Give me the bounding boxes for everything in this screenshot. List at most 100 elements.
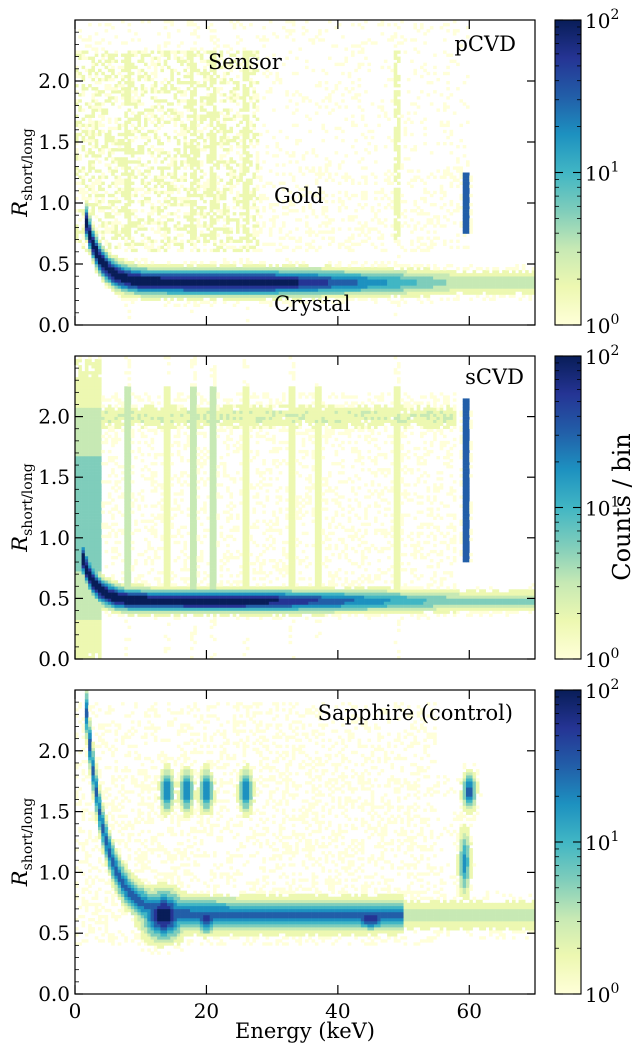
heatmap-bin <box>127 242 132 246</box>
heatmap-bin <box>199 270 204 274</box>
heatmap-bin <box>397 102 401 106</box>
heatmap-bin <box>239 193 243 198</box>
heatmap-bin <box>94 32 99 36</box>
heatmap-bin <box>186 276 191 280</box>
heatmap-bin <box>334 264 339 268</box>
heatmap-bin <box>127 288 132 292</box>
heatmap-bin <box>308 206 312 210</box>
heatmap-bin <box>199 276 204 280</box>
heatmap-bin <box>305 294 309 298</box>
heatmap-bin <box>81 522 86 526</box>
heatmap-bin <box>213 29 217 33</box>
heatmap-bin <box>360 117 365 121</box>
heatmap-bin <box>101 209 105 213</box>
heatmap-bin <box>242 56 247 60</box>
heatmap-bin <box>78 419 82 423</box>
heatmap-bin <box>75 471 79 475</box>
heatmap-bin <box>104 175 109 179</box>
heatmap-bin <box>242 114 247 118</box>
heatmap-bin <box>203 184 207 189</box>
heatmap-bin <box>295 297 299 301</box>
heatmap-bin <box>252 172 257 176</box>
heatmap-bin <box>420 178 424 182</box>
heatmap-bin <box>206 300 211 304</box>
heatmap-bin <box>81 434 86 439</box>
heatmap-bin <box>114 245 119 250</box>
heatmap-bin <box>140 102 145 106</box>
heatmap-bin <box>107 230 112 234</box>
heatmap-bin <box>213 77 217 82</box>
heatmap-bin <box>107 279 112 283</box>
heatmap-bin <box>347 227 352 231</box>
heatmap-bin <box>423 142 427 146</box>
heatmap-bin <box>521 288 526 292</box>
heatmap-bin <box>98 77 102 82</box>
heatmap-bin <box>203 239 207 243</box>
heatmap-bin <box>502 288 506 292</box>
heatmap-bin <box>344 206 349 210</box>
heatmap-bin <box>314 267 319 271</box>
heatmap-bin <box>144 87 148 91</box>
heatmap-bin <box>98 93 102 97</box>
heatmap-bin <box>262 285 266 289</box>
heatmap-bin <box>78 446 82 451</box>
heatmap-bin <box>285 105 289 109</box>
heatmap-bin <box>81 410 86 414</box>
heatmap-bin <box>78 395 82 399</box>
heatmap-bin <box>209 117 214 121</box>
heatmap-bin <box>91 87 96 91</box>
heatmap-bin <box>364 148 368 152</box>
heatmap-bin <box>377 209 381 213</box>
heatmap-bin <box>216 218 220 222</box>
heatmap-bin <box>88 123 92 128</box>
heatmap-bin <box>469 282 473 286</box>
heatmap-bin <box>291 20 296 24</box>
heatmap-bin <box>321 172 326 176</box>
heatmap-bin <box>413 38 418 42</box>
heatmap-bin <box>107 56 112 60</box>
heatmap-bin <box>206 123 211 128</box>
heatmap-bin <box>518 273 523 277</box>
heatmap-bin <box>170 163 174 167</box>
heatmap-bin <box>150 203 155 207</box>
heatmap-bin <box>324 267 329 271</box>
heatmap-bin <box>482 288 487 292</box>
heatmap-bin <box>160 190 165 195</box>
heatmap-bin <box>81 604 86 608</box>
heatmap-bin <box>275 163 280 167</box>
heatmap-bin <box>380 65 385 70</box>
heatmap-bin <box>344 270 349 274</box>
heatmap-bin <box>360 166 365 170</box>
heatmap-bin <box>252 175 257 179</box>
heatmap-bin <box>449 93 454 97</box>
heatmap-bin <box>390 190 395 195</box>
heatmap-bin <box>114 184 119 189</box>
heatmap-bin <box>190 172 194 176</box>
heatmap-bin <box>104 242 109 246</box>
heatmap-bin <box>75 362 79 366</box>
heatmap-bin <box>328 175 332 179</box>
heatmap-bin <box>78 392 82 396</box>
heatmap-bin <box>420 291 424 295</box>
heatmap-bin <box>426 190 431 195</box>
heatmap-bin <box>173 294 178 298</box>
heatmap-bin <box>193 236 197 240</box>
heatmap-bin <box>167 300 171 304</box>
heatmap-bin <box>331 199 335 204</box>
heatmap-bin <box>502 270 506 274</box>
heatmap-bin <box>75 419 79 423</box>
heatmap-bin <box>357 99 362 103</box>
heatmap-bin <box>249 77 253 82</box>
heatmap-bin <box>121 294 125 298</box>
heatmap-bin <box>173 87 178 91</box>
heatmap-bin <box>255 291 260 295</box>
heatmap-bin <box>127 190 132 195</box>
heatmap-bin <box>236 102 240 106</box>
heatmap-bin <box>170 267 174 271</box>
heatmap-bin <box>84 616 89 620</box>
heatmap-bin <box>360 175 365 179</box>
heatmap-bin <box>259 193 263 198</box>
heatmap-bin <box>311 288 316 292</box>
heatmap-bin <box>426 288 431 292</box>
heatmap-bin <box>255 166 260 170</box>
